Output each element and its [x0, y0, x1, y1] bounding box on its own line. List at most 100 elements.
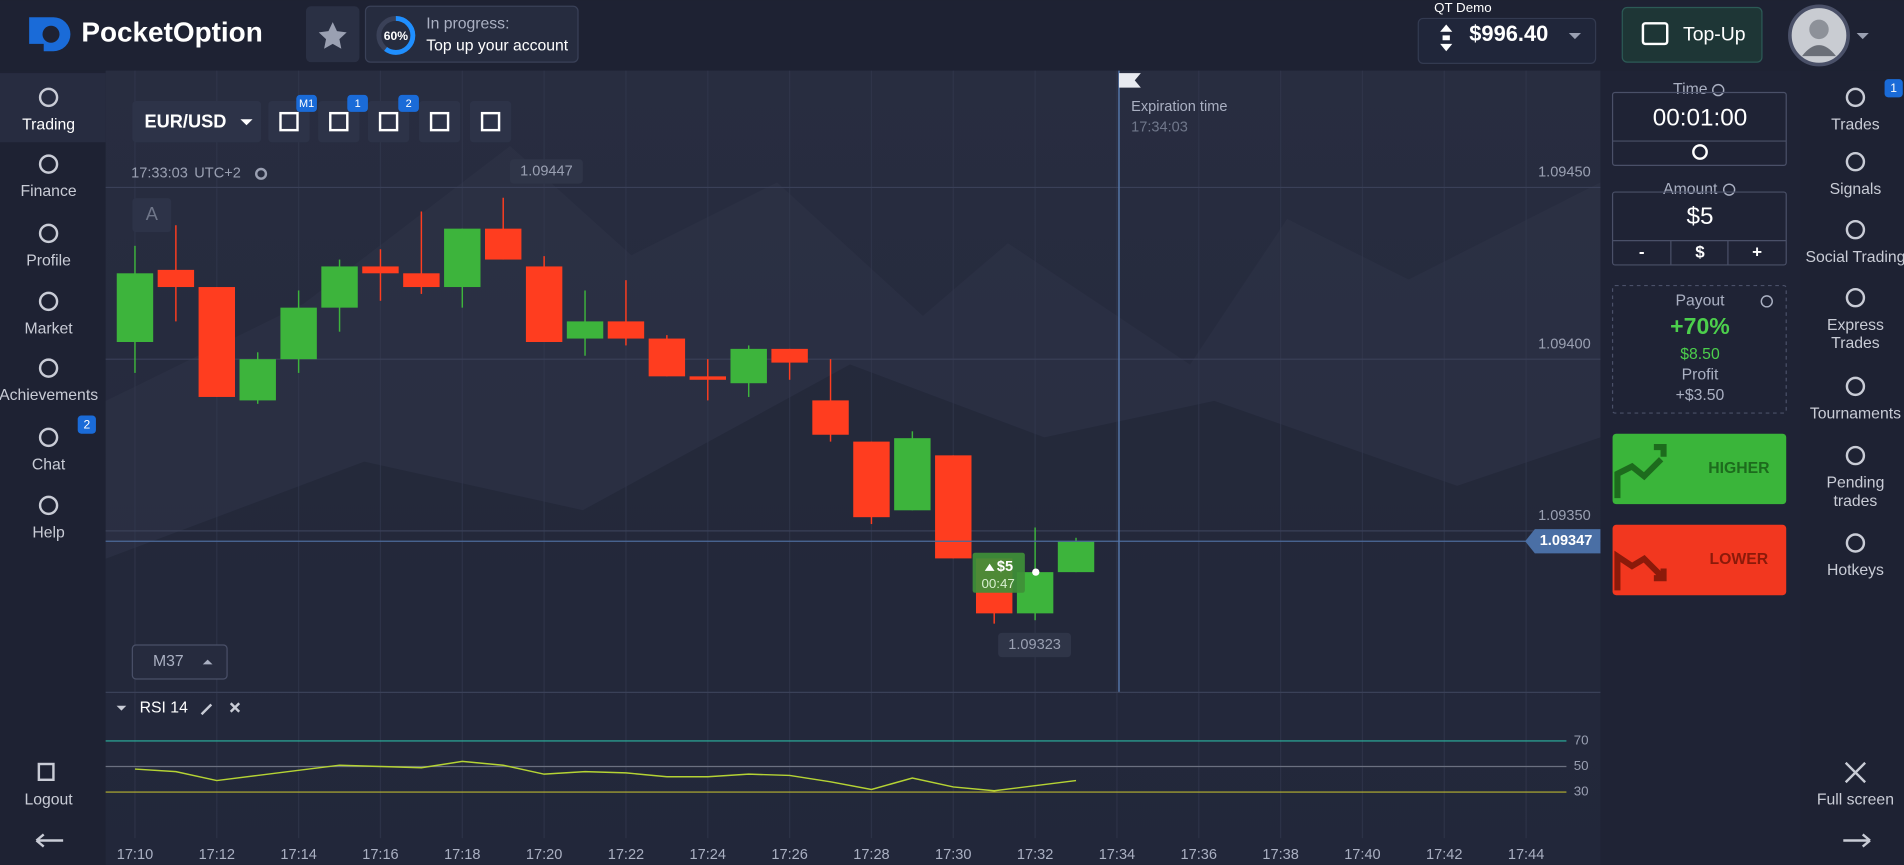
candle-body: [935, 455, 972, 559]
amount-minus: -: [1639, 242, 1645, 261]
badge-text: 1: [1890, 81, 1897, 95]
higher-button[interactable]: [1612, 433, 1787, 505]
toolbar-icon: [480, 111, 501, 132]
candle-body: [730, 348, 767, 384]
pair-label: EUR/USD: [145, 112, 227, 132]
trade-timer: 00:47: [981, 576, 1014, 591]
input-box: [1611, 191, 1787, 266]
x-tick-label: 17:40: [1344, 847, 1380, 863]
x-tick-label: 17:24: [690, 847, 726, 863]
x-tick-label: 17:34: [1099, 847, 1135, 863]
candle-body: [484, 228, 522, 260]
profit-label: Profit: [1682, 367, 1719, 384]
candle-body: [116, 273, 154, 342]
candle-body: [444, 228, 481, 288]
amount-currency: $: [1695, 242, 1705, 261]
clock-icon[interactable]: [1692, 144, 1708, 160]
candle-body: [853, 441, 890, 518]
low-label: 1.09323: [1008, 637, 1061, 653]
progress-status: In progress:: [426, 16, 509, 33]
chart-area: [105, 70, 1601, 865]
left-sidebar: [0, 70, 106, 865]
candle-body: [771, 348, 808, 363]
info-icon: [1712, 83, 1725, 97]
nav-label: Trades: [1831, 116, 1880, 133]
balance-box[interactable]: [1417, 17, 1597, 64]
logout-label: Logout: [24, 792, 73, 809]
top-bar: [0, 0, 1904, 71]
toolbar-button[interactable]: [367, 101, 410, 143]
progress-box[interactable]: [364, 5, 579, 63]
candle-body: [1057, 541, 1095, 573]
fullscreen-icon[interactable]: [1844, 761, 1867, 784]
nav-icon: [38, 495, 59, 516]
nav-label: Express: [1827, 317, 1884, 334]
caret: [1568, 33, 1581, 40]
payout-amount: $8.50: [1680, 346, 1720, 363]
expand-arrow[interactable]: [1843, 833, 1871, 848]
top-up-button[interactable]: [1621, 6, 1763, 63]
settings-icon[interactable]: [254, 167, 268, 180]
info-icon: [1760, 295, 1773, 308]
x-tick-label: 17:26: [771, 847, 807, 863]
pair-selector[interactable]: [132, 101, 262, 143]
right-sidebar: [1800, 70, 1904, 865]
badge-text: M1: [299, 98, 314, 110]
candle-body: [607, 321, 645, 339]
candle-body: [566, 321, 604, 339]
nav-icon: [38, 427, 59, 448]
backdrop: [105, 364, 1601, 693]
expiration-flag: [1118, 73, 1141, 88]
toolbar-button[interactable]: [418, 101, 461, 143]
candle-body: [648, 338, 686, 377]
nav-icon: [38, 358, 59, 378]
nav-icon: [1845, 376, 1866, 397]
rsi-line: [134, 760, 1077, 792]
caret: [202, 659, 213, 665]
nav-label: Signals: [1830, 181, 1882, 198]
top-up-icon: [1641, 22, 1669, 46]
nav-icon: [1845, 445, 1866, 466]
x-tick-label: 17:20: [526, 847, 562, 863]
nav-icon: [38, 291, 59, 312]
y-tick-label: 1.09450: [1538, 165, 1591, 181]
edit-icon[interactable]: [200, 703, 213, 716]
info-icon: [1722, 183, 1736, 196]
candle-body: [198, 287, 236, 397]
low-label-bg: [998, 632, 1071, 658]
collapse-arrow[interactable]: [35, 833, 64, 848]
current-price-tag: [1525, 529, 1601, 554]
y-tick-label: 1.09350: [1538, 508, 1591, 524]
drawing-tool[interactable]: [132, 198, 172, 233]
rsi-tick-label: 50: [1574, 758, 1589, 773]
input-box: [1611, 91, 1787, 166]
close-icon[interactable]: [229, 702, 241, 713]
nav-icon: [38, 154, 59, 174]
profit-value: +$3.50: [1676, 387, 1725, 404]
x-tick-label: 17:18: [444, 847, 480, 863]
nav-label: Social Trading: [1805, 249, 1904, 266]
higher-label: HIGHER: [1708, 460, 1770, 477]
x-tick-label: 17:12: [199, 847, 235, 863]
toolbar-button[interactable]: [469, 101, 512, 143]
candle-body: [525, 266, 563, 342]
higher-icon: [1614, 444, 1667, 499]
logout-icon[interactable]: [37, 762, 55, 781]
candle-body: [239, 359, 276, 401]
candle-body: [812, 400, 849, 435]
candle-body: [894, 438, 931, 511]
rsi-tick-label: 70: [1574, 732, 1589, 747]
expiration-label: Expiration time: [1131, 99, 1227, 115]
timeframe-button[interactable]: [131, 644, 228, 680]
drawing-tool-label: A: [146, 204, 159, 224]
caret[interactable]: [116, 705, 127, 711]
timeframe-label: M37: [153, 653, 184, 670]
current-price-label: 1.09347: [1540, 533, 1593, 549]
x-tick-label: 17:36: [1181, 847, 1217, 863]
badge-text: 2: [406, 98, 412, 110]
nav-label: Trades: [1831, 335, 1880, 352]
time-label: Time: [1673, 81, 1708, 98]
candle-body: [321, 266, 358, 308]
